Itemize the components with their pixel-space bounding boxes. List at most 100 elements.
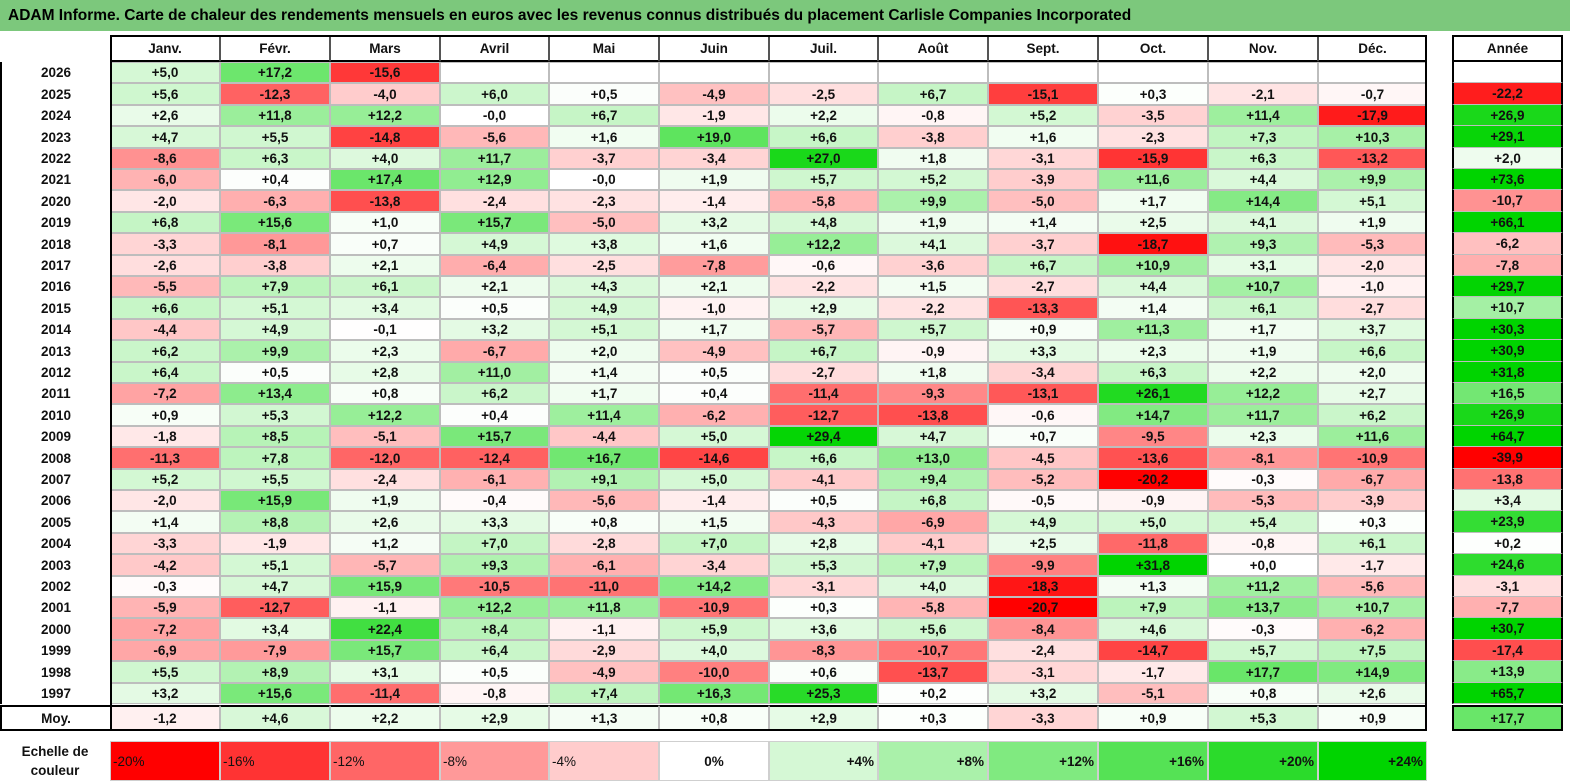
- color-scale-label-line: Echelle de: [21, 744, 89, 759]
- average-cell: +0,8: [659, 705, 769, 731]
- heatmap-cell: -2,2: [878, 297, 988, 319]
- heatmap-cell: +5,3: [769, 554, 878, 576]
- heatmap-cell: +6,0: [440, 83, 549, 105]
- heatmap-cell: +15,9: [330, 576, 440, 597]
- year-label: 2021: [0, 169, 110, 190]
- annual-cell: +26,9: [1452, 105, 1563, 126]
- average-annual-cell: +17,7: [1452, 705, 1563, 731]
- heatmap-cell: -3,8: [878, 126, 988, 148]
- heatmap-cell: +3,3: [440, 511, 549, 533]
- heatmap-cell: +16,7: [549, 447, 659, 469]
- heatmap-cell: -1,0: [659, 297, 769, 319]
- month-header: Oct.: [1098, 35, 1208, 62]
- heatmap-cell: +4,0: [878, 576, 988, 597]
- heatmap-cell: +2,1: [330, 255, 440, 276]
- heatmap-cell: +1,8: [878, 148, 988, 169]
- heatmap-cell: [549, 62, 659, 83]
- heatmap-cell: +4,0: [330, 148, 440, 169]
- heatmap-cell: +4,4: [1098, 276, 1208, 297]
- heatmap-cell: +2,3: [1098, 340, 1208, 362]
- heatmap-cell: -13,2: [1318, 148, 1427, 169]
- heatmap-cell: -9,3: [878, 383, 988, 404]
- annual-cell: +66,1: [1452, 212, 1563, 233]
- heatmap-cell: +14,4: [1208, 190, 1318, 212]
- heatmap-cell: +6,3: [1208, 148, 1318, 169]
- heatmap-cell: -9,9: [988, 554, 1098, 576]
- heatmap-cell: +5,9: [659, 618, 769, 640]
- heatmap-cell: -4,1: [878, 533, 988, 554]
- heatmap-cell: -13,1: [988, 383, 1098, 404]
- average-cell: +5,3: [1208, 705, 1318, 731]
- heatmap-cell: +3,2: [440, 319, 549, 340]
- heatmap-cell: +0,4: [220, 169, 330, 190]
- heatmap-cell: -0,8: [878, 105, 988, 126]
- heatmap-cell: +22,4: [330, 618, 440, 640]
- heatmap-cell: +0,5: [220, 362, 330, 383]
- heatmap-cell: +6,6: [769, 447, 878, 469]
- heatmap-cell: +1,6: [549, 126, 659, 148]
- heatmap-cell: +5,0: [659, 469, 769, 490]
- heatmap-cell: +5,0: [659, 426, 769, 447]
- heatmap-cell: +10,7: [1318, 597, 1427, 618]
- heatmap-cell: +31,8: [1098, 554, 1208, 576]
- heatmap-cell: +9,1: [549, 469, 659, 490]
- heatmap-cell: +0,5: [440, 297, 549, 319]
- heatmap-cell: +3,7: [1318, 319, 1427, 340]
- annual-cell: -3,1: [1452, 576, 1563, 597]
- heatmap-cell: -8,6: [110, 148, 220, 169]
- heatmap-cell: -2,5: [769, 83, 878, 105]
- heatmap-cell: -6,4: [440, 255, 549, 276]
- heatmap-cell: -3,7: [988, 233, 1098, 255]
- report-title: ADAM Informe. Carte de chaleur des rende…: [0, 0, 1570, 31]
- heatmap-cell: +6,7: [988, 255, 1098, 276]
- average-cell: +0,9: [1098, 705, 1208, 731]
- heatmap-cell: +10,3: [1318, 126, 1427, 148]
- heatmap-cell: +7,9: [878, 554, 988, 576]
- heatmap-cell: +7,0: [440, 533, 549, 554]
- annual-cell: -7,8: [1452, 255, 1563, 276]
- heatmap-cell: [440, 62, 549, 83]
- month-header: Avril: [440, 35, 549, 62]
- heatmap-cell: +5,0: [1098, 511, 1208, 533]
- heatmap-cell: -11,8: [1098, 533, 1208, 554]
- month-header: Déc.: [1318, 35, 1427, 62]
- heatmap-cell: +6,6: [1318, 340, 1427, 362]
- heatmap-cell: +8,9: [220, 661, 330, 683]
- heatmap-cell: +4,9: [988, 511, 1098, 533]
- heatmap-cell: +0,0: [1208, 554, 1318, 576]
- heatmap-cell: -10,5: [440, 576, 549, 597]
- color-scale-swatch: +12%: [988, 741, 1098, 781]
- heatmap-cell: +1,5: [878, 276, 988, 297]
- heatmap-cell: -7,2: [110, 618, 220, 640]
- heatmap-cell: +25,3: [769, 683, 878, 704]
- heatmap-cell: -12,3: [220, 83, 330, 105]
- heatmap-cell: -3,9: [1318, 490, 1427, 511]
- month-header: Janv.: [110, 35, 220, 62]
- heatmap-cell: +1,7: [1208, 319, 1318, 340]
- heatmap-cell: -12,0: [330, 447, 440, 469]
- year-label: 2026: [0, 62, 110, 83]
- heatmap-cell: -5,7: [330, 554, 440, 576]
- heatmap-cell: +6,6: [110, 297, 220, 319]
- annual-cell: +23,9: [1452, 511, 1563, 533]
- heatmap-cell: +0,8: [549, 511, 659, 533]
- heatmap-cell: +1,7: [659, 319, 769, 340]
- heatmap-cell: +0,5: [549, 83, 659, 105]
- heatmap-cell: -2,0: [1318, 255, 1427, 276]
- heatmap-cell: +4,4: [1208, 169, 1318, 190]
- heatmap-cell: +15,7: [330, 640, 440, 661]
- average-cell: +2,9: [440, 705, 549, 731]
- heatmap-cell: [659, 62, 769, 83]
- heatmap-cell: +4,7: [220, 576, 330, 597]
- year-label: 2009: [0, 426, 110, 447]
- average-cell: +2,2: [330, 705, 440, 731]
- heatmap-cell: -7,2: [110, 383, 220, 404]
- heatmap-cell: -12,4: [440, 447, 549, 469]
- heatmap-cell: -0,8: [1208, 533, 1318, 554]
- heatmap-cell: +5,5: [220, 126, 330, 148]
- heatmap-cell: +12,2: [330, 105, 440, 126]
- heatmap-cell: -1,8: [110, 426, 220, 447]
- heatmap-cell: +2,7: [1318, 383, 1427, 404]
- year-label: 2013: [0, 340, 110, 362]
- heatmap-cell: +6,1: [330, 276, 440, 297]
